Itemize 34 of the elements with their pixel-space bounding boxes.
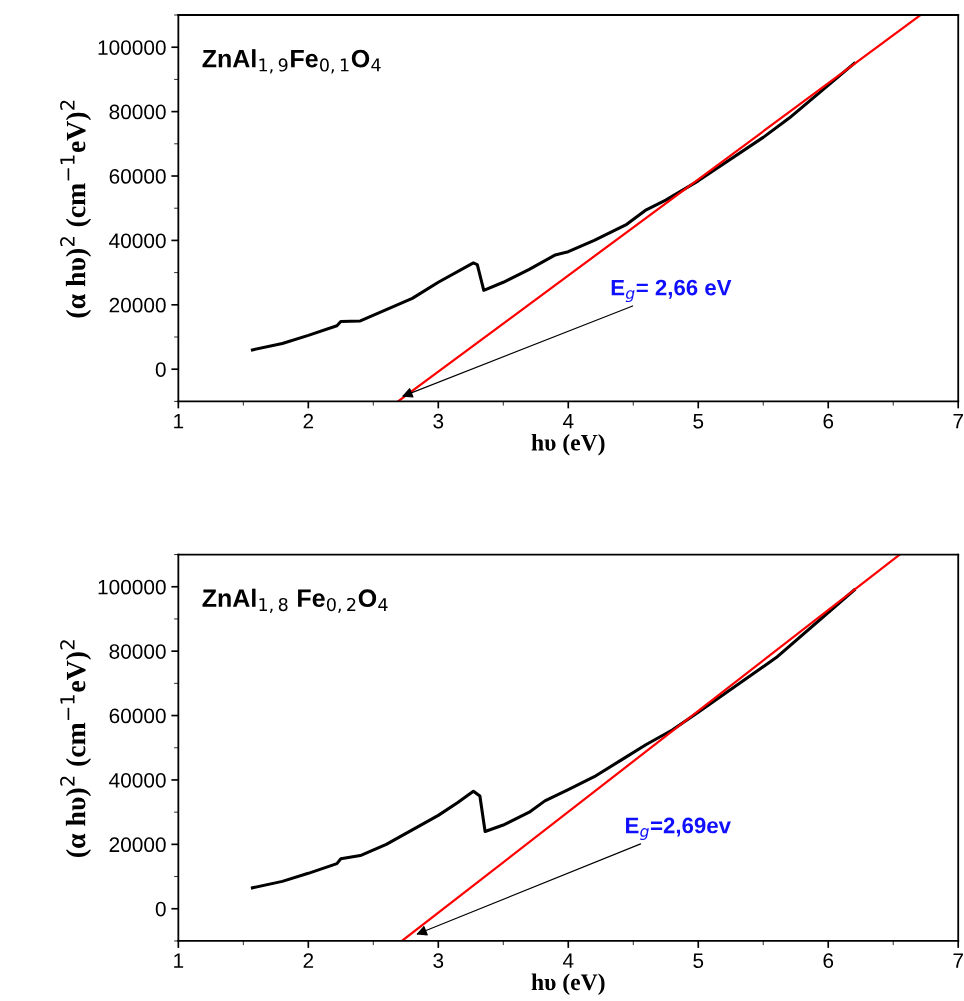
x-tick-label: 2 (303, 953, 314, 968)
x-tick-label: 7 (953, 413, 963, 429)
x-tick-label: 5 (693, 953, 704, 969)
y-tick-label: 20000 (109, 297, 166, 313)
y-tick-label: 40000 (109, 233, 166, 249)
y-tick-label: 80000 (109, 644, 166, 659)
y-tick-label: 0 (155, 362, 166, 377)
x-tick-label: 1 (174, 413, 184, 429)
y-tick-label: 60000 (109, 708, 166, 724)
x-tick-label: 7 (953, 953, 963, 968)
annotation: E$_{g}$= 2,66 eV (611, 279, 732, 303)
x-axis-title: hυ (eV) (531, 434, 605, 456)
y-axis-title: (α hυ)$^{2}$ (cm$^{−1}$eV)$^{2}$ (60, 100, 92, 318)
annotation: ZnAl$_{1,8}$ Fe$_{0,2}$O$_{4}$ (202, 588, 388, 613)
x-tick-label: 4 (562, 953, 574, 968)
y-tick-label: 100000 (98, 40, 166, 55)
y-tick-label: 80000 (109, 104, 166, 120)
x-tick-label: 5 (693, 413, 704, 429)
x-axis-title: hυ (eV) (531, 973, 605, 995)
x-tick-label: 3 (433, 953, 444, 969)
y-axis-title: (α hυ)$^{2}$ (cm$^{−1}$eV)$^{2}$ (60, 640, 92, 857)
y-tick-label: 60000 (109, 169, 166, 184)
x-tick-label: 2 (303, 413, 314, 429)
x-tick-label: 4 (562, 413, 574, 429)
x-tick-label: 3 (433, 413, 444, 429)
x-tick-label: 6 (823, 413, 834, 429)
annotation: E$_{g}$=2,69ev (626, 817, 731, 841)
x-tick-label: 6 (823, 953, 834, 969)
annotation: ZnAl$_{1,9}$Fe$_{0,1}$O$_{4}$ (202, 49, 381, 74)
y-tick-label: 20000 (109, 837, 166, 853)
y-tick-label: 40000 (109, 772, 166, 788)
x-tick-label: 1 (174, 953, 184, 968)
y-tick-label: 0 (155, 901, 166, 917)
y-tick-label: 100000 (98, 579, 166, 595)
